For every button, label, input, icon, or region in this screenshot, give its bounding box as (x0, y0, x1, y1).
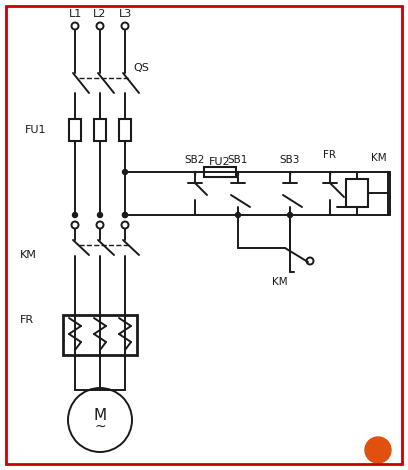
Circle shape (235, 212, 240, 218)
Text: SB1: SB1 (228, 155, 248, 165)
Text: KM: KM (272, 277, 288, 287)
Text: SB3: SB3 (280, 155, 300, 165)
Text: KM: KM (371, 153, 387, 163)
Bar (204, 167, 236, 177)
Bar (94, 119, 106, 141)
Circle shape (288, 212, 293, 218)
Text: L1: L1 (69, 9, 82, 19)
Text: M: M (93, 407, 106, 423)
Text: SB2: SB2 (185, 155, 205, 165)
Text: L3: L3 (118, 9, 132, 19)
Circle shape (365, 437, 391, 463)
Circle shape (73, 212, 78, 218)
Text: FU2: FU2 (209, 157, 231, 167)
Text: FU1: FU1 (25, 125, 47, 135)
Text: ~: ~ (94, 420, 106, 434)
Text: 熊: 熊 (375, 445, 381, 455)
Text: FR: FR (324, 150, 337, 160)
Circle shape (122, 212, 127, 218)
Text: QS: QS (133, 63, 149, 73)
Circle shape (98, 212, 102, 218)
Bar (119, 119, 131, 141)
Circle shape (122, 212, 127, 218)
Bar (63, 315, 137, 355)
Text: KM: KM (20, 250, 37, 260)
Bar (346, 179, 368, 207)
Bar (69, 119, 81, 141)
Circle shape (122, 170, 127, 174)
Text: FR: FR (20, 315, 34, 325)
Text: L2: L2 (93, 9, 106, 19)
